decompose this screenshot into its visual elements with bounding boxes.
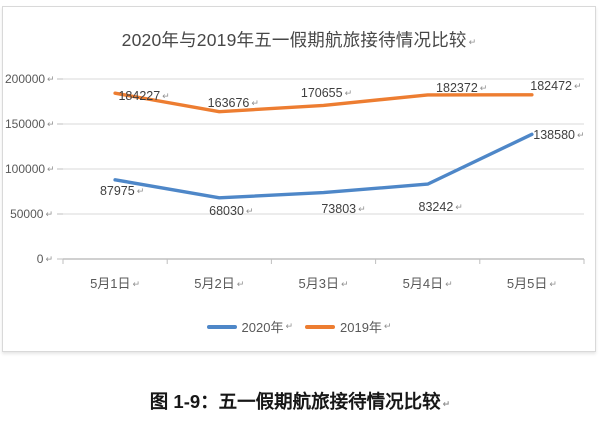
paragraph-mark: ↵	[549, 279, 557, 289]
paragraph-mark: ↵	[344, 88, 353, 99]
data-label-value: 182472	[530, 78, 572, 93]
paragraph-mark: ↵	[455, 202, 463, 213]
data-label: 138580 ↵	[533, 128, 584, 142]
x-category-text: 5月3日	[298, 276, 339, 291]
paragraph-mark: ↵	[45, 254, 53, 264]
legend: 2020年 ↵ 2019年 ↵	[3, 317, 595, 336]
paragraph-mark: ↵	[47, 164, 55, 174]
y-tick-label: 50000 ↵	[5, 206, 53, 222]
paragraph-mark: ↵	[162, 91, 170, 102]
legend-item-2019年: 2019年 ↵	[305, 317, 391, 336]
paragraph-mark: ↵	[236, 279, 245, 289]
x-category-text: 5月5日	[506, 276, 548, 291]
data-label-value: 170655	[300, 86, 343, 101]
series-line-2020年	[113, 132, 534, 200]
paragraph-mark: ↵	[251, 97, 259, 108]
paragraph-mark: ↵	[445, 279, 453, 289]
figure-caption: 图 1-9：五一假期航旅接待情况比较 ↵	[0, 388, 600, 414]
chart-title-text: 2020年与2019年五一假期航旅接待情况比较	[121, 30, 467, 50]
x-category-label: 5月3日 ↵	[282, 273, 366, 292]
paragraph-mark: ↵	[468, 37, 477, 47]
x-category-label: 5月4日 ↵	[386, 273, 470, 292]
paragraph-mark: ↵	[285, 321, 293, 331]
data-label: 170655 ↵	[301, 86, 352, 100]
data-label-value: 83242	[418, 200, 454, 215]
legend-label: 2020年	[241, 320, 284, 335]
data-label: 182372 ↵	[436, 81, 487, 95]
x-category-label: 5月5日 ↵	[490, 273, 574, 292]
y-tick-value: 100000	[5, 162, 46, 176]
paragraph-mark: ↵	[340, 279, 349, 289]
y-tick-value: 150000	[5, 117, 46, 131]
paragraph-mark: ↵	[47, 74, 55, 84]
data-label: 73803 ↵	[321, 202, 365, 216]
x-category-text: 5月4日	[402, 276, 444, 291]
y-tick-label: 150000 ↵	[5, 116, 55, 132]
data-label: 163676 ↵	[208, 96, 259, 110]
paragraph-mark: ↵	[245, 205, 254, 216]
paragraph-mark: ↵	[573, 80, 582, 91]
chart-frame: 2020年与2019年五一假期航旅接待情况比较 ↵ 0 ↵ 50000 ↵ 100000 ↵…	[2, 6, 596, 352]
data-label-value: 87975	[99, 183, 135, 198]
y-tick-value: 50000	[10, 207, 44, 221]
data-label: 83242 ↵	[419, 200, 463, 214]
y-tick-value: 0	[36, 252, 44, 266]
data-label-value: 163676	[207, 95, 250, 110]
paragraph-mark: ↵	[47, 119, 55, 129]
data-label-value: 184227	[118, 89, 161, 104]
data-label: 87975 ↵	[100, 184, 144, 198]
data-label-value: 138580	[533, 128, 575, 143]
y-tick-label: 200000 ↵	[5, 71, 55, 87]
data-label: 68030 ↵	[209, 204, 253, 218]
data-label: 184227 ↵	[118, 89, 169, 103]
chart-title: 2020年与2019年五一假期航旅接待情况比较 ↵	[3, 27, 595, 52]
paragraph-mark: ↵	[136, 185, 145, 196]
paragraph-mark: ↵	[442, 399, 451, 409]
y-tick-label: 100000 ↵	[5, 161, 55, 177]
plot-area	[57, 78, 585, 264]
legend-swatch	[305, 324, 335, 329]
paragraph-mark: ↵	[576, 130, 585, 141]
y-tick-value: 200000	[5, 72, 46, 86]
x-category-label: 5月2日 ↵	[177, 273, 261, 292]
x-category-label: 5月1日 ↵	[73, 273, 157, 292]
paragraph-mark: ↵	[383, 321, 392, 331]
paragraph-mark: ↵	[479, 82, 488, 93]
paragraph-mark: ↵	[45, 209, 53, 219]
legend-label: 2019年	[340, 320, 382, 335]
data-label-value: 182372	[436, 80, 478, 95]
legend-swatch	[206, 324, 237, 329]
series-line-2019年	[113, 91, 534, 114]
x-category-text: 5月1日	[90, 276, 131, 291]
y-tick-label: 0 ↵	[5, 251, 53, 267]
data-label-value: 68030	[209, 203, 244, 218]
data-label-value: 73803	[321, 201, 357, 216]
paragraph-mark: ↵	[358, 203, 366, 214]
x-category-text: 5月2日	[194, 276, 235, 291]
paragraph-mark: ↵	[132, 279, 141, 289]
data-label: 182472 ↵	[530, 79, 581, 93]
figure-caption-text: 图 1-9：五一假期航旅接待情况比较	[149, 391, 441, 412]
legend-item-2020年: 2020年 ↵	[206, 317, 293, 336]
